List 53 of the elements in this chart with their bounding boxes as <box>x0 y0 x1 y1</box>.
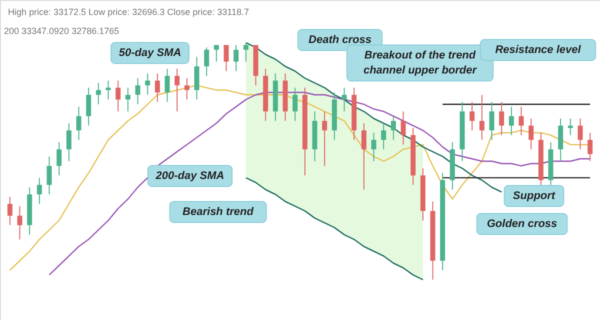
candlestick <box>400 110 406 146</box>
candlestick <box>508 106 514 136</box>
candlestick <box>194 56 200 100</box>
annotation: Death cross <box>308 34 372 46</box>
candlestick <box>381 122 386 150</box>
candlestick <box>116 80 121 112</box>
candlestick <box>371 132 376 162</box>
annotation: Golden cross <box>486 218 558 230</box>
candlestick <box>479 94 484 140</box>
candlestick <box>578 118 583 150</box>
annotation: 200-day SMA <box>154 170 224 182</box>
candlestick <box>106 80 111 100</box>
candlestick <box>292 87 298 122</box>
candlestick <box>588 132 593 162</box>
candlestick <box>174 68 180 112</box>
candlestick <box>489 101 494 140</box>
candlestick <box>145 72 150 96</box>
candlestick <box>76 106 82 140</box>
candlestick <box>56 142 62 176</box>
candlestick <box>17 206 22 240</box>
candlestick <box>342 87 347 112</box>
candlestick <box>568 118 573 136</box>
candlestick <box>204 46 210 76</box>
candlestick <box>66 122 72 162</box>
candlestick <box>224 44 229 72</box>
annotation: 50-day SMA <box>118 47 182 59</box>
candlestick <box>234 44 239 72</box>
annotation: Bearish trend <box>182 206 254 218</box>
candlestick <box>322 110 328 166</box>
text: High price: 33172.5 Low price: 32696.3 Close price: 33118.7 <box>8 7 249 17</box>
candlestick <box>184 78 190 100</box>
candlestick <box>528 118 534 150</box>
candlestick <box>46 156 52 195</box>
candlestick <box>558 118 564 162</box>
candlestick <box>518 106 524 136</box>
candlestick <box>243 42 248 62</box>
candlestick <box>164 68 170 102</box>
candlestick <box>361 122 366 190</box>
candlestick <box>36 177 42 204</box>
candlestick <box>470 101 475 131</box>
text: 200 33347.0920 32786.1765 <box>4 26 120 36</box>
candlestick <box>499 101 504 136</box>
candlestick <box>125 87 130 112</box>
candlestick <box>390 116 396 140</box>
candlestick <box>96 82 101 105</box>
annotation: Breakout of the trend channel upper border <box>363 50 478 76</box>
annotation: Support <box>512 190 556 202</box>
candlestick <box>7 196 12 226</box>
candlestick <box>214 44 219 62</box>
candlestick <box>154 72 160 102</box>
candlestick <box>86 87 92 126</box>
candlestick <box>135 78 140 105</box>
annotation: Resistance level <box>495 44 582 56</box>
